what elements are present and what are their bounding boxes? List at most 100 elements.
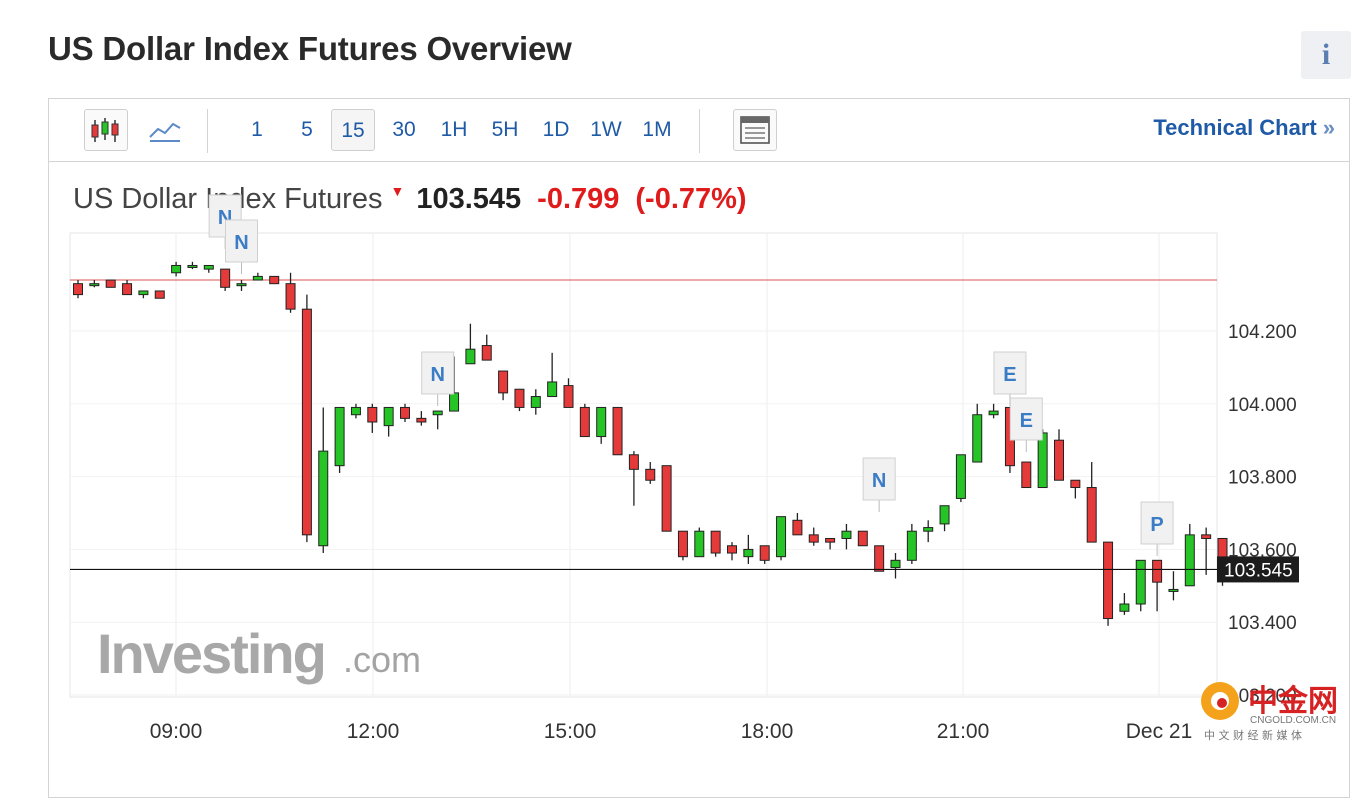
- technical-chart-link[interactable]: Technical Chart»: [1153, 115, 1335, 141]
- y-tick-label: 103.400: [1228, 613, 1297, 634]
- candlestick-icon: [91, 118, 119, 142]
- candlestick-button[interactable]: [84, 109, 128, 151]
- candle-body: [1168, 588, 1179, 592]
- timeframe-5h[interactable]: 5H: [491, 118, 519, 141]
- candle-body: [1021, 461, 1032, 489]
- candle-body: [236, 283, 247, 287]
- event-flag: [993, 351, 1027, 395]
- price-change-percent: (-0.77%): [635, 183, 747, 215]
- down-arrow-icon: ▼: [390, 183, 405, 199]
- candle-body: [252, 275, 263, 281]
- timeframe-15[interactable]: 15: [331, 109, 375, 151]
- candle-body: [449, 392, 460, 412]
- candle-body: [171, 264, 182, 274]
- event-flag: [1140, 501, 1174, 545]
- candle-body: [122, 283, 133, 296]
- candle-body: [1119, 603, 1130, 612]
- timeframe-1m[interactable]: 1M: [642, 118, 672, 141]
- candle-body: [579, 406, 590, 438]
- x-tick-label: 09:00: [150, 720, 203, 743]
- timeframe-5[interactable]: 5: [301, 118, 313, 141]
- info-button[interactable]: i: [1301, 31, 1351, 79]
- event-flag-label: N: [430, 364, 444, 386]
- candle-body: [906, 530, 917, 561]
- candle-body: [514, 388, 525, 408]
- investing-watermark-suffix: .com: [343, 639, 421, 680]
- timeframe-1h[interactable]: 1H: [440, 118, 468, 141]
- y-tick-label: 104.200: [1228, 322, 1297, 343]
- candle-body: [105, 279, 116, 288]
- candle-body: [383, 406, 394, 427]
- candle-body: [1152, 559, 1163, 583]
- candle-body: [1086, 487, 1097, 543]
- candle-body: [612, 406, 623, 456]
- cngold-site: CNGOLD.COM.CN: [1250, 715, 1336, 726]
- line-chart-button[interactable]: [145, 109, 185, 151]
- candle-body: [432, 410, 443, 416]
- candle-body: [874, 545, 885, 572]
- cngold-brand: 中金网: [1248, 684, 1338, 719]
- candle-body: [628, 454, 639, 470]
- candle-body: [547, 381, 558, 398]
- candle-body: [776, 516, 787, 558]
- table-icon: [740, 116, 770, 144]
- chart-toolbar: 1 5 15 30 1H 5H 1D 1W 1M Technical Chart»: [49, 99, 1349, 162]
- candle-body: [808, 534, 819, 543]
- candle-body: [955, 454, 966, 499]
- candle-body: [285, 283, 296, 310]
- timeframe-1w[interactable]: 1W: [590, 118, 622, 141]
- candle-body: [530, 396, 541, 408]
- timeframe-1[interactable]: 1: [251, 118, 263, 141]
- candle-body: [792, 519, 803, 536]
- event-flag-label: P: [1150, 514, 1163, 536]
- last-price-label: 103.545: [1224, 560, 1293, 581]
- event-flag: [225, 219, 258, 263]
- candle-body: [743, 548, 754, 558]
- price-chart[interactable]: 09:00 12:00 15:00 18:00 21:00 Dec 21 104.200 10…: [0, 0, 1358, 752]
- candle-body: [596, 406, 607, 438]
- candle-body: [923, 527, 934, 532]
- candle-body: [1135, 559, 1146, 605]
- candle-body: [939, 505, 950, 525]
- candle-body: [138, 290, 149, 296]
- y-tick-label: 103.200: [1228, 686, 1297, 707]
- investing-watermark: Investing: [97, 622, 325, 685]
- candle-body: [400, 406, 410, 419]
- candle-body: [269, 275, 280, 285]
- double-chevron-right-icon: »: [1322, 115, 1335, 140]
- candle-body: [694, 530, 705, 558]
- technical-chart-label: Technical Chart: [1153, 115, 1317, 140]
- candle-body: [677, 530, 688, 558]
- toolbar-divider: [699, 109, 700, 153]
- candle-body: [220, 268, 231, 288]
- event-flag: [1009, 397, 1043, 441]
- candle-body: [972, 414, 983, 463]
- price-change: -0.799: [537, 183, 620, 215]
- candle-body: [498, 370, 509, 394]
- candle-body: [1054, 439, 1064, 481]
- timeframe-1d[interactable]: 1D: [542, 118, 570, 141]
- table-view-button[interactable]: [733, 109, 777, 151]
- candle-body: [334, 406, 345, 467]
- event-flag-label: N: [872, 470, 886, 492]
- y-tick-label: 104.000: [1228, 395, 1297, 416]
- candle-body: [1037, 432, 1048, 489]
- timeframe-30[interactable]: 30: [392, 118, 416, 141]
- candle-body: [301, 308, 312, 536]
- x-tick-label: 18:00: [741, 720, 794, 743]
- candle-body: [73, 283, 83, 296]
- x-tick-label: Dec 21: [1126, 720, 1193, 743]
- candle-body: [350, 406, 361, 416]
- cngold-subtitle: 中 文 财 经 新 媒 体: [1204, 728, 1302, 742]
- candle-body: [563, 385, 574, 408]
- candle-body: [89, 283, 100, 287]
- candle-body: [727, 545, 737, 554]
- toolbar-divider: [207, 109, 208, 153]
- event-flag: [862, 457, 896, 501]
- candle-body: [988, 410, 999, 416]
- candle-body: [661, 465, 672, 532]
- candle-body: [187, 264, 198, 268]
- y-tick-label: 103.800: [1228, 468, 1297, 489]
- candle-body: [841, 530, 852, 539]
- candle-body: [367, 406, 378, 423]
